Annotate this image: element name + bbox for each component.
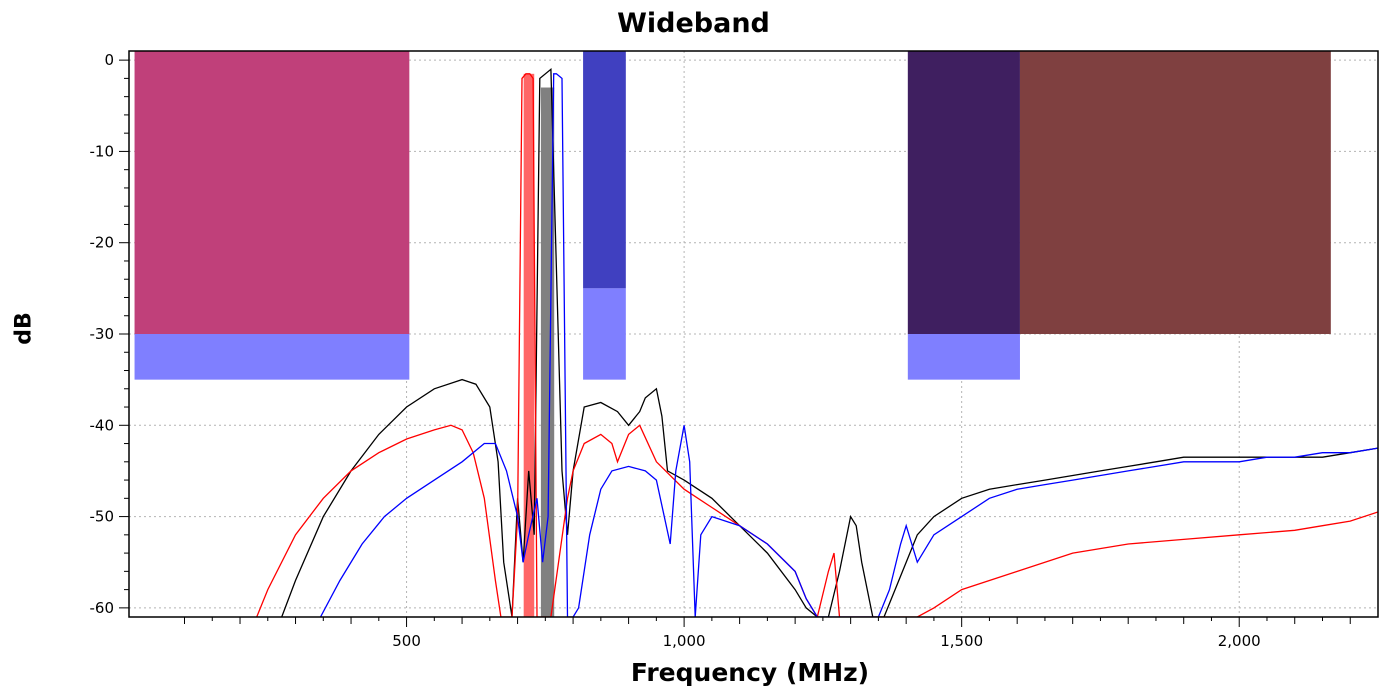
- chart-title: Wideband: [617, 8, 770, 39]
- y-tick-label: -40: [90, 416, 115, 434]
- x-tick-label: 2,000: [1218, 632, 1261, 650]
- mask-region: [540, 87, 555, 618]
- y-tick-label: -20: [90, 234, 115, 252]
- y-tick-label: -30: [90, 325, 115, 343]
- series-line: [281, 67, 1378, 617]
- mask-region: [523, 73, 535, 618]
- x-tick-label: 1,500: [940, 632, 983, 650]
- mask-region: [583, 51, 626, 289]
- mask-region: [134, 51, 410, 334]
- mask-region: [134, 334, 410, 380]
- series-line: [319, 73, 1378, 617]
- series-line: [256, 73, 1378, 617]
- y-tick-label: -50: [90, 508, 115, 526]
- mask-region: [907, 51, 1020, 334]
- x-axis-label: Frequency (MHz): [630, 658, 870, 687]
- mask-region: [907, 334, 1020, 380]
- x-tick-label: 500: [392, 632, 421, 650]
- mask-region: [1019, 51, 1331, 334]
- x-tick-label: 1,000: [663, 632, 706, 650]
- y-tick-label: -60: [90, 599, 115, 617]
- y-tick-label: 0: [104, 51, 114, 69]
- y-tick-label: -10: [90, 142, 115, 160]
- mask-region: [583, 288, 626, 380]
